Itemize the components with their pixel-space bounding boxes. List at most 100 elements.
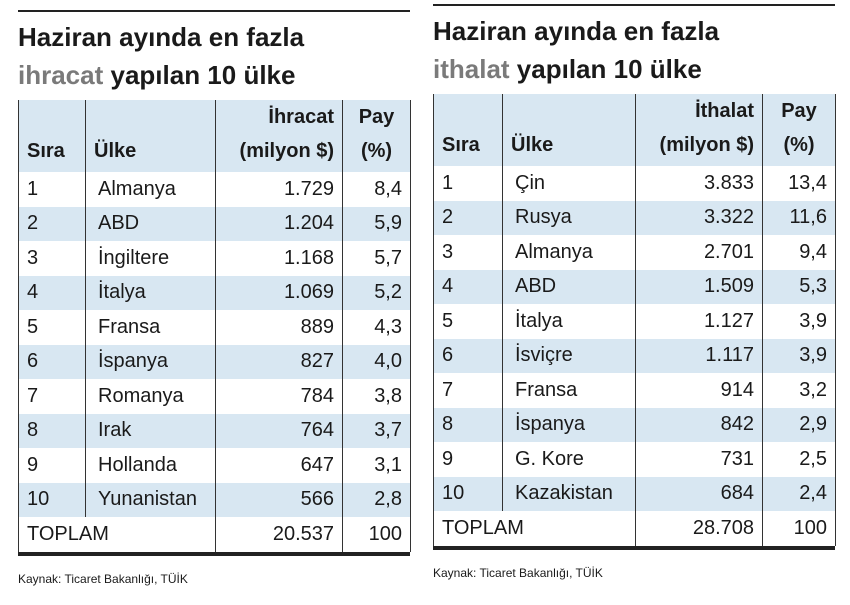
title-line: Haziran ayında en fazla — [433, 16, 720, 46]
cell: 731 — [635, 442, 763, 477]
row: 4 ABD 1.509 5,3 — [433, 269, 836, 304]
cell: İtalya — [502, 304, 636, 339]
row: 7 Romanya 784 3,8 — [18, 379, 411, 414]
cell: 3,9 — [762, 304, 836, 339]
total-value: 20.537 — [215, 517, 343, 552]
table-wrap: Sıra Ülke İhracat (milyon $) Pay (%) 1 Almanya 1… — [18, 100, 411, 556]
row: 9 Hollanda 647 3,1 — [18, 448, 411, 483]
cell: 842 — [635, 407, 763, 442]
title-rest: yapılan 10 ülke — [509, 54, 702, 84]
cell: 647 — [215, 448, 343, 483]
cell: 3,7 — [342, 413, 411, 448]
row: 6 İsviçre 1.117 3,9 — [433, 338, 836, 373]
cell: 2,4 — [762, 476, 836, 511]
row: 5 Fransa 889 4,3 — [18, 310, 411, 345]
header-row: Sıra Ülke İthalat (milyon $) Pay (%) — [433, 94, 836, 166]
cell: 8 — [433, 407, 503, 442]
total-label: TOPLAM — [18, 517, 216, 552]
row: 6 İspanya 827 4,0 — [18, 344, 411, 379]
cell: 3,1 — [342, 448, 411, 483]
cell: 7 — [433, 373, 503, 408]
header-text: (milyon $) — [659, 134, 754, 156]
row: 2 Rusya 3.322 11,6 — [433, 200, 836, 235]
cell: Çin — [502, 166, 636, 201]
cell: Yunanistan — [85, 482, 216, 517]
cell: 1.168 — [215, 241, 343, 276]
cell: 5,7 — [342, 241, 411, 276]
total-row: TOPLAM 28.708 100 — [433, 511, 836, 546]
header-text: Sıra — [442, 134, 480, 156]
cell: Rusya — [502, 200, 636, 235]
title-line: ihracat yapılan 10 ülke — [18, 56, 410, 94]
header-cell: İhracat (milyon $) — [215, 100, 343, 172]
cell: Irak — [85, 413, 216, 448]
cell: 827 — [215, 344, 343, 379]
cell: 6 — [433, 338, 503, 373]
cell: 5 — [433, 304, 503, 339]
row: 3 İngiltere 1.168 5,7 — [18, 241, 411, 276]
data-table: Sıra Ülke İthalat (milyon $) Pay (%) 1 Çin 3.833… — [433, 94, 836, 546]
title-line: Haziran ayında en fazla — [18, 22, 305, 52]
header-cell: Pay (%) — [762, 94, 836, 166]
total-share: 100 — [762, 511, 836, 546]
cell: Hollanda — [85, 448, 216, 483]
row: 3 Almanya 2.701 9,4 — [433, 235, 836, 270]
cell: 2.701 — [635, 235, 763, 270]
header-cell: Sıra — [433, 94, 503, 166]
header-text: İthalat — [695, 100, 754, 122]
cell: 9 — [18, 448, 86, 483]
cell: ABD — [502, 269, 636, 304]
cell: İspanya — [502, 407, 636, 442]
row: 7 Fransa 914 3,2 — [433, 373, 836, 408]
row: 8 Irak 764 3,7 — [18, 413, 411, 448]
cell: 2,8 — [342, 482, 411, 517]
cell: 3.322 — [635, 200, 763, 235]
cell: 784 — [215, 379, 343, 414]
cell: 3,9 — [762, 338, 836, 373]
cell: 3,2 — [762, 373, 836, 408]
cell: 1.509 — [635, 269, 763, 304]
header-text: (milyon $) — [239, 140, 334, 162]
cell: 1.117 — [635, 338, 763, 373]
cell: Almanya — [85, 172, 216, 207]
total-label: TOPLAM — [433, 511, 636, 546]
row: 8 İspanya 842 2,9 — [433, 407, 836, 442]
cell: 7 — [18, 379, 86, 414]
cell: 1.127 — [635, 304, 763, 339]
cell: 2 — [18, 206, 86, 241]
cell: 3 — [433, 235, 503, 270]
header-text: İhracat — [268, 106, 334, 128]
cell: Fransa — [85, 310, 216, 345]
cell: 3.833 — [635, 166, 763, 201]
row: 2 ABD 1.204 5,9 — [18, 206, 411, 241]
cell: 566 — [215, 482, 343, 517]
cell: 2 — [433, 200, 503, 235]
title-line: ithalat yapılan 10 ülke — [433, 50, 835, 88]
row: 4 İtalya 1.069 5,2 — [18, 275, 411, 310]
total-value: 28.708 — [635, 511, 763, 546]
row: 10 Yunanistan 566 2,8 — [18, 482, 411, 517]
cell: 8 — [18, 413, 86, 448]
cell: İsviçre — [502, 338, 636, 373]
cell: 5,2 — [342, 275, 411, 310]
cell: 4,0 — [342, 344, 411, 379]
header-text: (%) — [360, 140, 393, 162]
cell: İtalya — [85, 275, 216, 310]
header-row: Sıra Ülke İhracat (milyon $) Pay (%) — [18, 100, 411, 172]
cell: 5,9 — [342, 206, 411, 241]
cell: Kazakistan — [502, 476, 636, 511]
title: Haziran ayında en fazla ithalat yapılan 1… — [433, 6, 835, 88]
cell: 3,8 — [342, 379, 411, 414]
header-cell: Sıra — [18, 100, 86, 172]
cell: 914 — [635, 373, 763, 408]
table-panel: Haziran ayında en fazla ihracat yapılan 1… — [18, 10, 411, 586]
cell: 1.729 — [215, 172, 343, 207]
source: Kaynak: Ticaret Bakanlığı, TÜİK — [18, 571, 188, 586]
cell: 13,4 — [762, 166, 836, 201]
row: 1 Çin 3.833 13,4 — [433, 166, 836, 201]
table-panel: Haziran ayında en fazla ithalat yapılan 1… — [433, 4, 836, 580]
cell: 1.069 — [215, 275, 343, 310]
cell: 8,4 — [342, 172, 411, 207]
cell: 684 — [635, 476, 763, 511]
cell: 10 — [18, 482, 86, 517]
